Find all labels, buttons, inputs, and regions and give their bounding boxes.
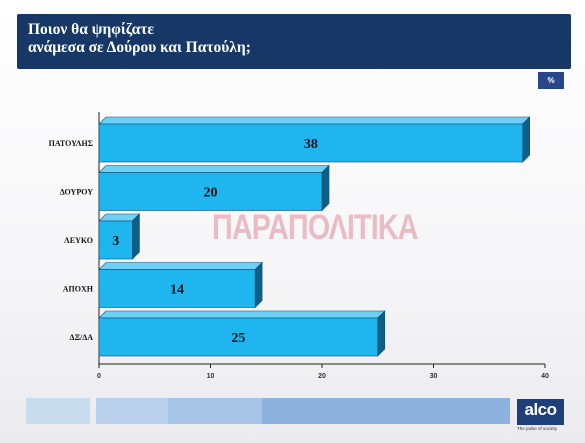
logo-name: alco xyxy=(524,400,557,419)
footer-strip-block xyxy=(26,398,90,424)
bar-top-πατουλης xyxy=(98,116,531,125)
footer-strip-block xyxy=(262,398,510,424)
bar-δουρου xyxy=(98,172,323,211)
category-label-αποχη: ΑΠΟΧΗ xyxy=(63,285,94,294)
bar-top-δξ-δα xyxy=(98,310,386,319)
alco-logo: alco The pulse of society xyxy=(517,399,564,431)
bar-side-δουρου xyxy=(321,164,330,212)
x-tick-label: 30 xyxy=(430,373,438,380)
unit-badge: % xyxy=(538,72,564,89)
bar-side-αποχη xyxy=(254,261,263,309)
bar-top-αποχη xyxy=(98,262,263,270)
value-label-δξ-δα: 25 xyxy=(231,331,245,346)
bar-λευκο xyxy=(98,220,133,260)
chart-title: Ποιον θα ψηφίζατε ανάμεσα σε Δούρου και … xyxy=(28,21,251,57)
title-banner: Ποιον θα ψηφίζατε ανάμεσα σε Δούρου και … xyxy=(17,14,571,69)
footer-color-strip xyxy=(26,398,510,424)
x-tick-label: 20 xyxy=(318,373,326,380)
logo-tagline: The pulse of society xyxy=(517,426,558,431)
x-tick-label: 40 xyxy=(541,373,549,380)
category-label-δουρου: ΔΟΥΡΟΥ xyxy=(60,188,94,197)
category-label-πατουλης: ΠΑΤΟΥΛΗΣ xyxy=(49,139,93,148)
chart-title-line-1: Ποιον θα ψηφίζατε xyxy=(28,21,155,38)
value-label-πατουλης: 38 xyxy=(304,137,318,152)
value-label-λευκο: 3 xyxy=(112,234,119,249)
bar-πατουλης xyxy=(98,123,524,163)
category-label-λευκο: ΛΕΥΚΟ xyxy=(64,236,93,245)
x-tick-label: 10 xyxy=(207,373,215,380)
bar-side-λευκο xyxy=(132,213,140,260)
bar-αποχη xyxy=(98,269,256,308)
footer-strip-block xyxy=(168,398,262,424)
x-tick-label: 0 xyxy=(97,373,101,380)
watermark: ΠΑΡΑΠΟΛΙΤΙΚΑ xyxy=(212,208,419,247)
bar-side-πατουλης xyxy=(522,116,531,163)
bar-side-δξ-δα xyxy=(377,310,386,357)
chart-title-line-2: ανάμεσα σε Δούρου και Πατούλη; xyxy=(28,39,251,56)
value-label-αποχη: 14 xyxy=(170,283,184,298)
bar-δξ-δα xyxy=(98,317,379,357)
value-label-δουρου: 20 xyxy=(204,186,218,201)
bar-top-δουρου xyxy=(98,165,330,173)
category-label-δξ-δα: ΔΞ/ΔΑ xyxy=(70,333,94,342)
